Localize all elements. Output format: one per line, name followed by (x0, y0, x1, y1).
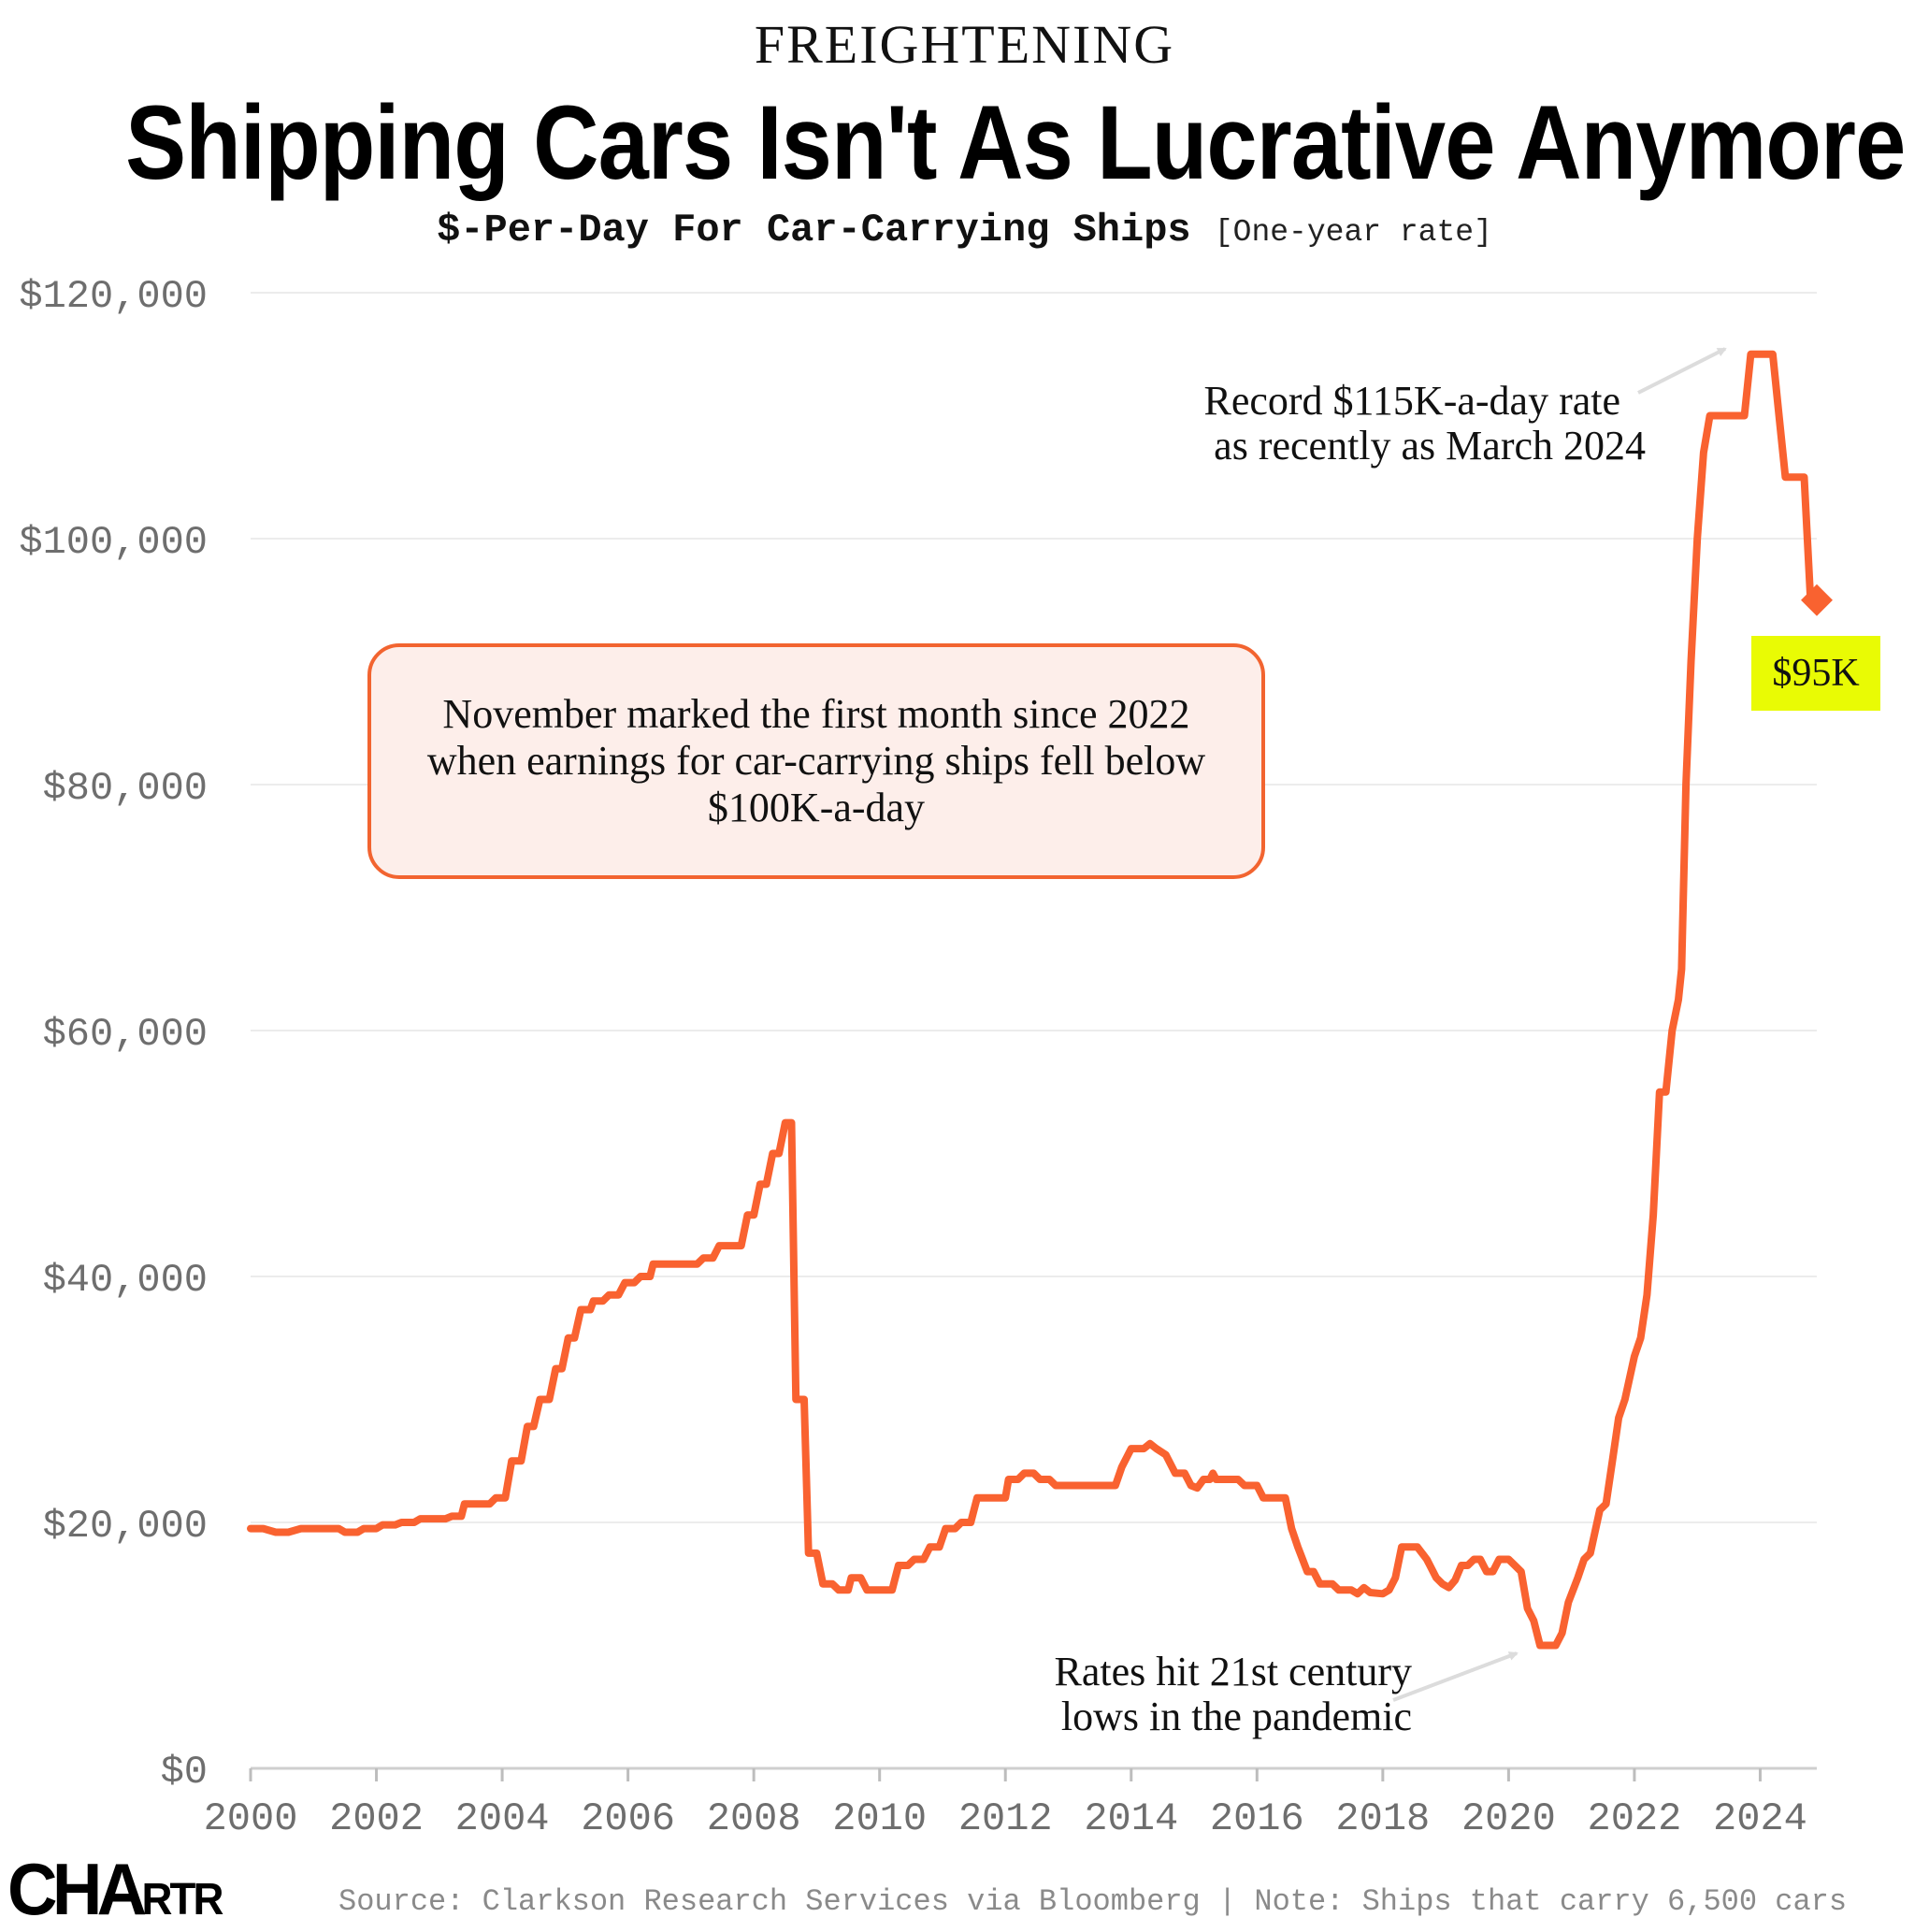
chart-subtitle: $-Per-Day For Car-Carrying Ships [One-ye… (0, 208, 1929, 252)
x-tick-label: 2020 (1461, 1796, 1556, 1841)
x-tick-label: 2000 (204, 1796, 298, 1841)
y-tick-label: $0 (161, 1750, 208, 1795)
end-point-marker (1801, 584, 1833, 616)
record-annotation-line2: as recently as March 2024 (1214, 423, 1646, 469)
chart-title: Shipping Cars Isn't As Lucrative Anymore (125, 84, 1906, 201)
logo-big: CHA (7, 1848, 147, 1930)
x-tick-label: 2022 (1588, 1796, 1682, 1841)
x-tick-label: 2014 (1084, 1796, 1178, 1841)
x-tick-label: 2006 (581, 1796, 675, 1841)
low-annotation-line1: Rates hit 21st century (1054, 1649, 1413, 1694)
x-tick-label: 2004 (455, 1796, 550, 1841)
record-annotation-line1: Record $115K-a-day rate (1203, 378, 1621, 424)
logo-small: RTR (141, 1875, 223, 1925)
y-tick-label: $120,000 (19, 274, 208, 319)
y-tick-label: $60,000 (43, 1012, 208, 1057)
rate-series-line (247, 350, 1821, 1650)
x-tick-label: 2008 (707, 1796, 801, 1841)
x-tick-label: 2016 (1210, 1796, 1304, 1841)
subtitle-main: $-Per-Day For Car-Carrying Ships (437, 208, 1191, 252)
callout-text: November marked the first month since 20… (426, 691, 1206, 830)
low-annotation: Rates hit 21st century lows in the pande… (842, 1649, 1413, 1739)
gridlines (251, 292, 1817, 1523)
x-tick-label: 2002 (329, 1796, 424, 1841)
x-axis (249, 1766, 1817, 1781)
x-tick-label: 2024 (1713, 1796, 1807, 1841)
source-note: Source: Clarkson Research Services via B… (338, 1884, 1848, 1919)
x-tick-label: 2018 (1335, 1796, 1430, 1841)
y-tick-label: $40,000 (43, 1258, 208, 1303)
chart-kicker: FREIGHTENING (754, 14, 1175, 75)
low-annotation-line2: lows in the pandemic (1060, 1694, 1412, 1739)
y-tick-label: $20,000 (43, 1504, 208, 1549)
x-tick-label: 2010 (832, 1796, 927, 1841)
low-arrow (1392, 1651, 1519, 1702)
record-annotation: Record $115K-a-day rate as recently as M… (1029, 378, 1647, 469)
end-value-badge: $95K (1751, 636, 1880, 711)
record-arrow (1637, 347, 1727, 395)
subtitle-note: [One-year rate] (1214, 215, 1492, 250)
chartr-logo: CHARTR (7, 1847, 223, 1932)
y-axis-tick-labels: $0 $20,000 $40,000 $60,000 $80,000 $100,000 $1… (19, 274, 208, 1795)
y-tick-label: $80,000 (43, 766, 208, 811)
x-tick-label: 2012 (958, 1796, 1053, 1841)
x-axis-tick-labels: 2000 2002 2004 2006 2008 2010 2012 2014 2016 2018… (204, 1796, 1807, 1841)
callout-box: November marked the first month since 20… (367, 643, 1265, 879)
y-tick-label: $100,000 (19, 520, 208, 565)
